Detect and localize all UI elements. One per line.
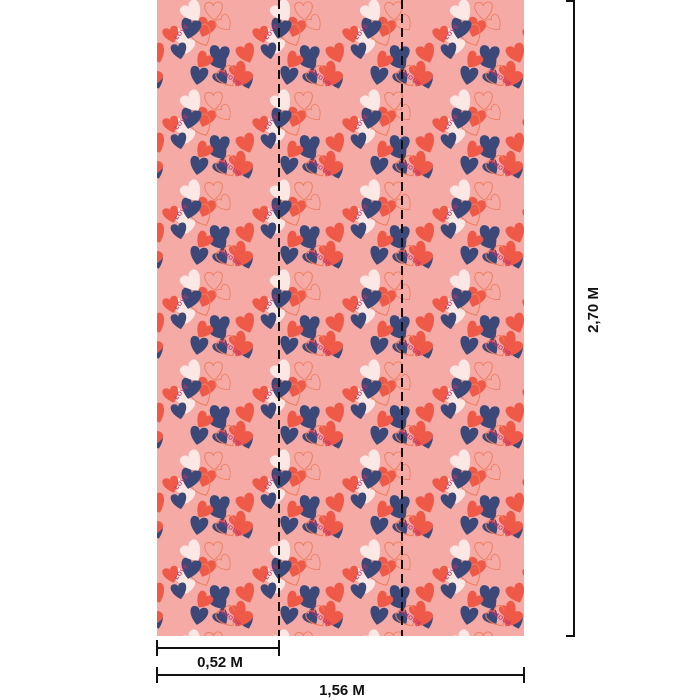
panel-width-dimension [156, 640, 280, 656]
total-width-dimension [156, 667, 525, 683]
total-width-label: 1,56 M [319, 682, 365, 699]
wallpaper [157, 0, 524, 636]
height-dimension [566, 0, 575, 637]
height-label: 2,70 M [585, 287, 602, 333]
panel-width-label: 0,52 M [197, 654, 243, 671]
